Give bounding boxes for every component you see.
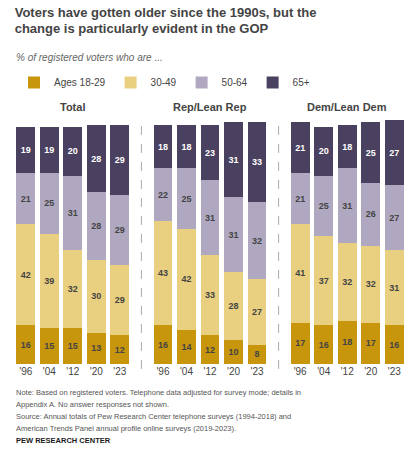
- svg-text:15: 15: [68, 341, 78, 351]
- svg-text:31: 31: [68, 208, 78, 218]
- svg-text:25: 25: [44, 198, 54, 208]
- svg-text:42: 42: [21, 270, 31, 280]
- svg-text:12: 12: [205, 345, 215, 355]
- svg-text:19: 19: [21, 145, 31, 155]
- svg-text:'96: '96: [294, 366, 307, 377]
- svg-text:'96: '96: [19, 366, 32, 377]
- svg-text:10: 10: [229, 347, 239, 357]
- svg-text:21: 21: [295, 143, 305, 153]
- svg-text:14: 14: [181, 342, 191, 352]
- svg-text:17: 17: [295, 338, 305, 348]
- svg-text:'04: '04: [180, 366, 193, 377]
- svg-text:16: 16: [158, 340, 168, 350]
- svg-text:American Trends Panel annual p: American Trends Panel annual profile onl…: [16, 424, 236, 433]
- svg-text:23: 23: [205, 148, 215, 158]
- svg-text:22: 22: [158, 190, 168, 200]
- svg-text:17: 17: [366, 338, 376, 348]
- svg-text:20: 20: [68, 146, 78, 156]
- svg-text:42: 42: [181, 274, 191, 284]
- svg-text:19: 19: [44, 145, 54, 155]
- svg-text:25: 25: [181, 194, 191, 204]
- svg-text:16: 16: [319, 340, 329, 350]
- svg-text:18: 18: [181, 142, 191, 152]
- svg-text:21: 21: [295, 194, 305, 204]
- svg-text:% of registered voters who are: % of registered voters who are ...: [16, 52, 163, 63]
- svg-text:28: 28: [229, 301, 239, 311]
- svg-text:Total: Total: [60, 101, 85, 113]
- svg-text:12: 12: [115, 345, 125, 355]
- svg-text:31: 31: [229, 155, 239, 165]
- svg-text:18: 18: [342, 142, 352, 152]
- svg-text:Rep/Lean Rep: Rep/Lean Rep: [173, 101, 247, 113]
- svg-text:28: 28: [91, 221, 101, 231]
- svg-text:'20: '20: [227, 366, 240, 377]
- svg-text:33: 33: [205, 290, 215, 300]
- svg-text:32: 32: [342, 277, 352, 287]
- svg-text:27: 27: [389, 148, 399, 158]
- svg-text:'20: '20: [364, 366, 377, 377]
- svg-text:39: 39: [44, 276, 54, 286]
- svg-text:'23: '23: [388, 366, 401, 377]
- svg-text:27: 27: [252, 307, 262, 317]
- svg-text:32: 32: [366, 279, 376, 289]
- svg-text:'20: '20: [90, 366, 103, 377]
- svg-text:30: 30: [91, 291, 101, 301]
- svg-text:'12: '12: [66, 366, 79, 377]
- svg-text:'23: '23: [113, 366, 126, 377]
- svg-text:PEW RESEARCH CENTER: PEW RESEARCH CENTER: [16, 436, 111, 445]
- svg-text:50-64: 50-64: [222, 77, 248, 88]
- svg-text:29: 29: [115, 295, 125, 305]
- svg-text:'04: '04: [317, 366, 330, 377]
- svg-text:30-49: 30-49: [151, 77, 177, 88]
- svg-text:Ages 18-29: Ages 18-29: [54, 77, 106, 88]
- svg-text:25: 25: [366, 148, 376, 158]
- svg-text:28: 28: [91, 154, 101, 164]
- svg-text:31: 31: [342, 201, 352, 211]
- svg-text:37: 37: [319, 276, 329, 286]
- svg-text:Dem/Lean Dem: Dem/Lean Dem: [307, 101, 387, 113]
- svg-text:31: 31: [229, 230, 239, 240]
- svg-text:41: 41: [295, 268, 305, 278]
- svg-text:Note: Based on registered vote: Note: Based on registered voters. Teleph…: [16, 388, 301, 397]
- svg-text:13: 13: [91, 343, 101, 353]
- svg-text:32: 32: [252, 236, 262, 246]
- svg-text:20: 20: [319, 146, 329, 156]
- svg-text:'12: '12: [341, 366, 354, 377]
- svg-text:31: 31: [205, 213, 215, 223]
- svg-text:33: 33: [252, 157, 262, 167]
- svg-text:15: 15: [44, 341, 54, 351]
- svg-text:26: 26: [366, 209, 376, 219]
- svg-text:18: 18: [158, 142, 168, 152]
- svg-text:16: 16: [21, 340, 31, 350]
- svg-text:65+: 65+: [293, 77, 310, 88]
- svg-text:Appendix A. No answer response: Appendix A. No answer responses not show…: [16, 400, 169, 409]
- svg-text:Source: Annual totals of Pew R: Source: Annual totals of Pew Research Ce…: [16, 412, 291, 421]
- svg-text:21: 21: [21, 194, 31, 204]
- svg-text:29: 29: [115, 155, 125, 165]
- svg-text:27: 27: [389, 213, 399, 223]
- svg-text:25: 25: [319, 201, 329, 211]
- svg-text:Voters have gotten older since: Voters have gotten older since the 1990s…: [15, 5, 317, 37]
- svg-text:'04: '04: [43, 366, 56, 377]
- svg-text:29: 29: [115, 225, 125, 235]
- svg-text:'23: '23: [251, 366, 264, 377]
- svg-text:31: 31: [389, 283, 399, 293]
- svg-text:8: 8: [255, 349, 260, 359]
- svg-text:18: 18: [342, 337, 352, 347]
- svg-text:32: 32: [68, 284, 78, 294]
- svg-text:16: 16: [389, 340, 399, 350]
- svg-text:43: 43: [158, 268, 168, 278]
- svg-text:'12: '12: [203, 366, 216, 377]
- svg-text:'96: '96: [156, 366, 169, 377]
